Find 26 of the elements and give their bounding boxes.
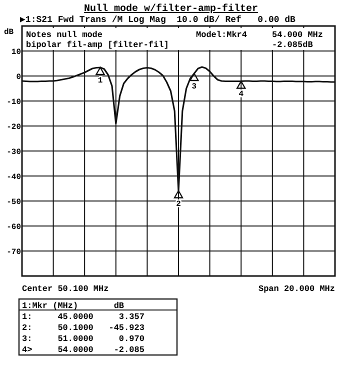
y-axis-title: dB [4,28,14,37]
text: 4> 54.0000 -2.085 [22,345,144,355]
y-tick-label: -50 [6,198,22,207]
y-tick-label: 0 [16,73,22,82]
y-tick-label: -60 [6,223,22,232]
text: Span 20.000 MHz [258,284,335,294]
chart-title: Null mode w/filter-amp-filter [84,3,258,15]
annotation: 3 [192,82,197,92]
y-tick-label: -30 [6,148,22,157]
annotation: Model:Mkr4 [196,30,248,40]
annotation: 1 [98,76,103,86]
y-tick-label: 10 [11,48,22,57]
text: Center 50.100 MHz [22,284,109,294]
y-tick-label: -70 [6,248,22,257]
annotation: Notes null mode [26,30,103,40]
text: 1: 45.0000 3.357 [22,312,144,322]
annotation: bipolar fil-amp [filter-fil] [26,40,169,50]
y-tick-label: -10 [6,98,22,107]
y-tick-label: -20 [6,123,22,132]
text: 1:Mkr (MHz) dB [22,301,124,311]
text: 2: 50.1000 -45.923 [22,323,144,333]
annotation: -2.085dB [272,40,313,50]
text: 3: 51.0000 0.970 [22,334,144,344]
y-tick-label: -40 [6,173,22,182]
annotation: 54.000 MHz [272,30,324,40]
chart-subtitle: ▶1:S21 Fwd Trans /M Log Mag 10.0 dB/ Ref 0.00 dB [20,15,296,25]
